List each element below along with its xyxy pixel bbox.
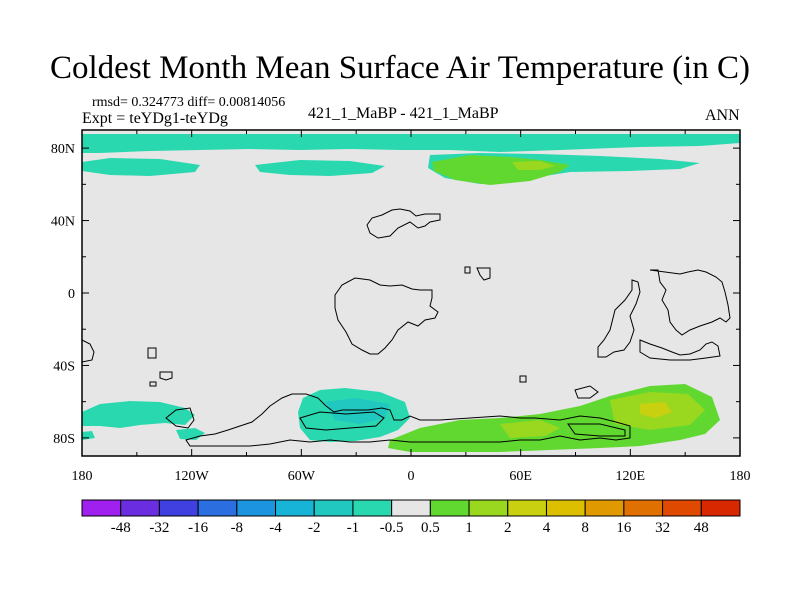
coastlines [81, 208, 731, 447]
colorbar-swatch [662, 499, 702, 517]
x-tick-label: 60E [509, 469, 532, 484]
colorbar-label: 4 [543, 520, 551, 536]
colorbar-swatch [700, 499, 741, 517]
coastline-europe [366, 208, 441, 239]
colorbar-swatch [429, 499, 470, 517]
colorbar-label: 48 [694, 520, 709, 536]
x-tick-label: 60W [288, 469, 316, 484]
colorbar-label: 2 [504, 520, 512, 536]
coastline-east-antarctic-shelf [567, 423, 626, 437]
y-tick-label: 80N [51, 142, 75, 157]
y-tick-label: 40S [53, 359, 75, 374]
x-tick-label: 120W [175, 469, 210, 484]
colorbar-swatch [197, 499, 238, 517]
y-axis: 80N 40N 0 40S 80S [51, 142, 740, 447]
colorbar-swatch [391, 499, 431, 517]
colorbar-swatch [313, 499, 354, 517]
colorbar-swatch [236, 499, 277, 517]
colorbar-swatch [507, 499, 547, 517]
coastline-asia-east [649, 269, 731, 336]
arctic-warm-core [512, 161, 555, 170]
coastline-antarctica [185, 393, 631, 447]
coastline-africa [334, 277, 439, 355]
coastline-southeast-asia [597, 279, 641, 358]
colorbar-swatch [584, 499, 625, 517]
colorbar-label: 8 [581, 520, 589, 536]
east-antarctic-amber-spot [640, 402, 672, 418]
colorbar-swatch [468, 499, 509, 517]
rmsd-diff-label: rmsd= 0.324773 diff= 0.00814056 [92, 95, 286, 110]
coastline-islands-sw [149, 371, 173, 387]
coastline-south-america [81, 339, 95, 363]
chart-title: Coldest Month Mean Surface Air Temperatu… [50, 50, 750, 86]
run-comparison-label: 421_1_MaBP - 421_1_MaBP [308, 105, 499, 122]
colorbar-label: -2 [308, 520, 321, 536]
colorbar-label: -1 [347, 520, 360, 536]
east-antarctic-warm-core-2 [500, 420, 560, 438]
colorbar-swatch [352, 499, 393, 517]
experiment-label: Expt = teYDg1-teYDg [82, 110, 228, 127]
colorbar-label: -8 [231, 520, 244, 536]
colorbar-label: -0.5 [380, 520, 404, 536]
colorbar-swatch [545, 499, 586, 517]
coastline-small-west [147, 347, 157, 359]
colorbar-label: 0.5 [421, 520, 440, 536]
coastline-east-islands [519, 375, 599, 399]
colorbar-swatch [120, 499, 160, 517]
arctic-cold-band [82, 134, 740, 153]
x-tick-label: 0 [408, 469, 415, 484]
y-tick-label: 40N [51, 215, 75, 230]
colorbar-swatch [623, 499, 664, 517]
arctic-cold-lobe-1 [82, 158, 200, 176]
x-tick-label: 180 [730, 469, 751, 484]
y-tick-label: 80S [53, 432, 75, 447]
x-tick-label: 120E [616, 469, 646, 484]
colorbar-label: 32 [655, 520, 670, 536]
coastline-indonesia [639, 339, 721, 361]
season-label: ANN [705, 107, 740, 124]
colorbar-label: 16 [616, 520, 632, 536]
coastline-antarctic-west [165, 407, 195, 429]
colorbar: -48 -32 -16 -8 -4 -2 -1 -0.5 0.5 1 2 4 8 16 32 48 [81, 499, 741, 536]
anomaly-field [82, 134, 740, 452]
x-tick-label: 180 [72, 469, 93, 484]
colorbar-swatch [158, 499, 199, 517]
x-axis: 180 120W 60W 0 60E 120E 180 [72, 130, 751, 484]
coastline-islands [464, 266, 491, 281]
colorbar-label: -16 [188, 520, 208, 536]
colorbar-label: -48 [111, 520, 131, 536]
colorbar-swatch [81, 499, 122, 517]
arctic-cold-lobe-2 [255, 160, 385, 176]
colorbar-label: -4 [269, 520, 282, 536]
weddell-cold-core [325, 398, 390, 424]
colorbar-label: -32 [149, 520, 169, 536]
coastline-antarctic-inner [299, 411, 385, 431]
y-tick-label: 0 [68, 287, 75, 302]
antarctic-pacific-cold [82, 401, 195, 428]
colorbar-label: 1 [465, 520, 473, 536]
colorbar-swatch [275, 499, 315, 517]
